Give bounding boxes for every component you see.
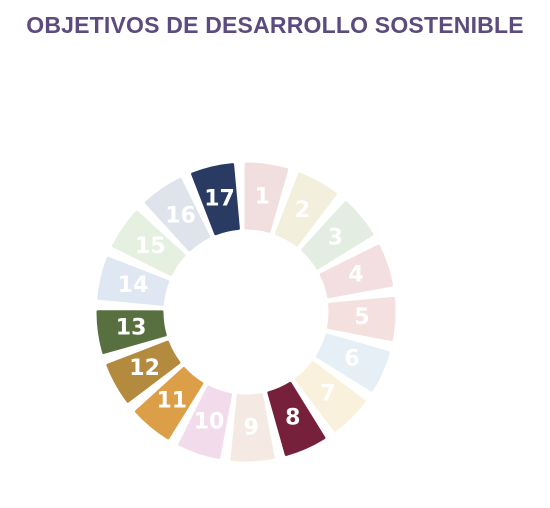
sdg-segment-label-4: 4 <box>348 263 363 288</box>
sdg-segment-label-11: 11 <box>156 389 187 414</box>
sdg-segment-label-2: 2 <box>295 198 310 223</box>
sdg-segment-8 <box>267 381 326 456</box>
sdg-segment-label-16: 16 <box>165 204 196 229</box>
sdg-segment-1 <box>244 162 289 233</box>
sdg-segment-label-15: 15 <box>135 234 166 259</box>
sdg-segment-17 <box>191 163 240 236</box>
sdg-segment-label-14: 14 <box>118 273 149 298</box>
sdg-segment-label-10: 10 <box>194 409 225 434</box>
sdg-segment-label-6: 6 <box>344 346 359 371</box>
sdg-segment-label-9: 9 <box>244 415 259 440</box>
sdg-segment-label-5: 5 <box>354 305 369 330</box>
sdg-segment-7 <box>294 361 366 432</box>
sdg-segment-9 <box>230 393 275 462</box>
sdg-segment-12 <box>106 340 181 403</box>
sdg-segment-4 <box>319 244 394 299</box>
sdg-segment-label-12: 12 <box>129 356 160 381</box>
sdg-segment-14 <box>97 256 170 306</box>
sdg-segment-15 <box>112 210 186 277</box>
sdg-segment-13 <box>96 310 167 354</box>
page-title: OBJETIVOS DE DESARROLLO SOSTENIBLE <box>26 12 524 38</box>
sdg-segment-16 <box>144 177 211 252</box>
sdg-segment-11 <box>134 366 204 440</box>
sdg-segment-label-3: 3 <box>328 225 343 250</box>
sdg-segment-6 <box>315 333 390 392</box>
sdg-segment-label-1: 1 <box>254 185 269 210</box>
sdg-segment-5 <box>327 296 396 341</box>
sdg-segment-2 <box>274 172 337 247</box>
sdg-segment-3 <box>301 201 374 270</box>
sdg-segment-label-8: 8 <box>285 406 300 431</box>
sdg-segment-label-13: 13 <box>116 315 147 340</box>
sdg-segment-label-17: 17 <box>204 187 235 212</box>
sdg-segment-10 <box>178 385 233 459</box>
sdg-segment-label-7: 7 <box>320 382 335 407</box>
